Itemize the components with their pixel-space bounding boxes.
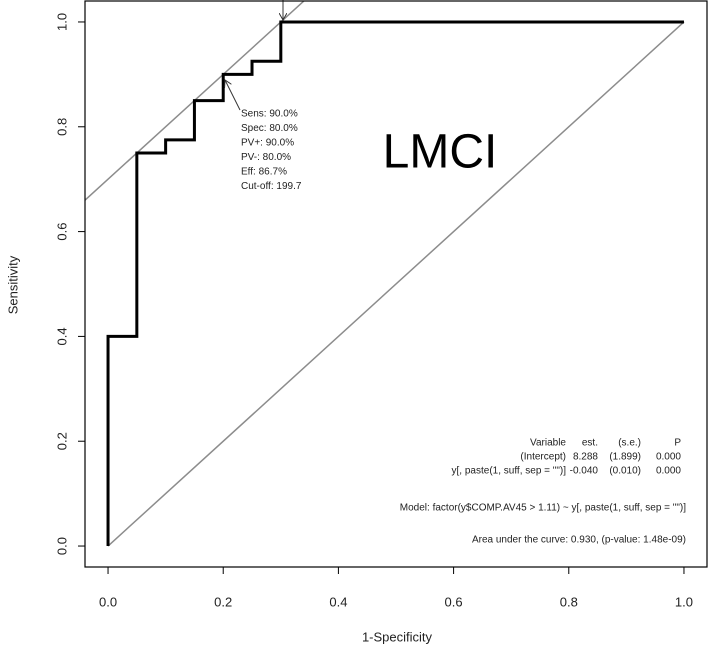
reference-line bbox=[85, 1, 305, 201]
y-axis-title: Sensitivity bbox=[5, 255, 20, 314]
x-tick-label: 0.6 bbox=[445, 594, 463, 609]
table-cell: (0.010) bbox=[609, 466, 641, 477]
roc-curve bbox=[106, 20, 684, 547]
y-tick-label: 0.0 bbox=[54, 537, 69, 555]
table-cell: y[, paste(1, suff, sep = "")] bbox=[452, 466, 567, 477]
reference-line bbox=[107, 21, 685, 547]
table-cell: est. bbox=[582, 438, 598, 449]
table-cell: 8.288 bbox=[573, 452, 598, 463]
model-text: Model: factor(y$COMP.AV45 > 1.11) ~ y[, … bbox=[400, 503, 686, 514]
x-tick-label: 0.4 bbox=[329, 594, 347, 609]
table-cell: Variable bbox=[530, 438, 566, 449]
annotation-line: Cut-off: 199.7 bbox=[241, 181, 302, 192]
x-tick-label: 0.8 bbox=[560, 594, 578, 609]
y-tick-label: 0.8 bbox=[54, 118, 69, 136]
y-tick-label: 0.6 bbox=[54, 223, 69, 241]
plot-area bbox=[85, 1, 685, 547]
table-cell: -0.040 bbox=[570, 466, 599, 477]
annotation-line: PV-: 80.0% bbox=[241, 152, 291, 163]
table-cell: 0.000 bbox=[656, 466, 681, 477]
y-tick-label: 0.4 bbox=[54, 327, 69, 345]
plot-frame bbox=[84, 0, 708, 568]
y-tick-label: 1.0 bbox=[54, 13, 69, 31]
table-cell: (s.e.) bbox=[618, 438, 641, 449]
arrow bbox=[225, 80, 241, 111]
x-axis-title: 1-Specificity bbox=[362, 629, 433, 644]
annotation-line: Eff: 86.7% bbox=[241, 167, 287, 178]
y-tick-label: 0.2 bbox=[54, 432, 69, 450]
table-cell: P bbox=[674, 438, 681, 449]
table-cell: (Intercept) bbox=[520, 452, 566, 463]
auc-text: Area under the curve: 0.930, (p-value: 1… bbox=[472, 535, 686, 546]
annotation-line: Spec: 80.0% bbox=[241, 123, 298, 134]
x-tick-label: 0.2 bbox=[214, 594, 232, 609]
panel-label: LMCI bbox=[383, 126, 498, 179]
x-tick-label: 1.0 bbox=[675, 594, 693, 609]
annotation-line: PV+: 90.0% bbox=[241, 138, 294, 149]
table-cell: (1.899) bbox=[609, 452, 641, 463]
table-cell: 0.000 bbox=[656, 452, 681, 463]
x-tick-label: 0.0 bbox=[99, 594, 117, 609]
annotation-line: Sens: 90.0% bbox=[241, 109, 298, 120]
